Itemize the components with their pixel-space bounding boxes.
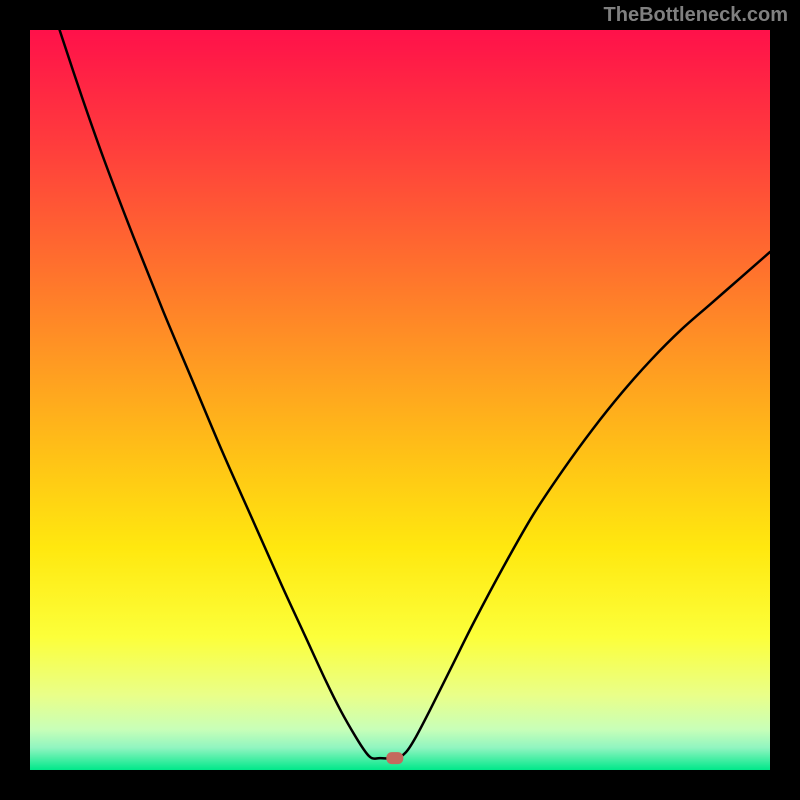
selected-marker: [387, 753, 403, 764]
bottleneck-chart: [0, 0, 800, 800]
watermark-text: TheBottleneck.com: [604, 4, 788, 27]
chart-plot-area: [30, 30, 770, 770]
chart-container: TheBottleneck.com: [0, 0, 800, 800]
